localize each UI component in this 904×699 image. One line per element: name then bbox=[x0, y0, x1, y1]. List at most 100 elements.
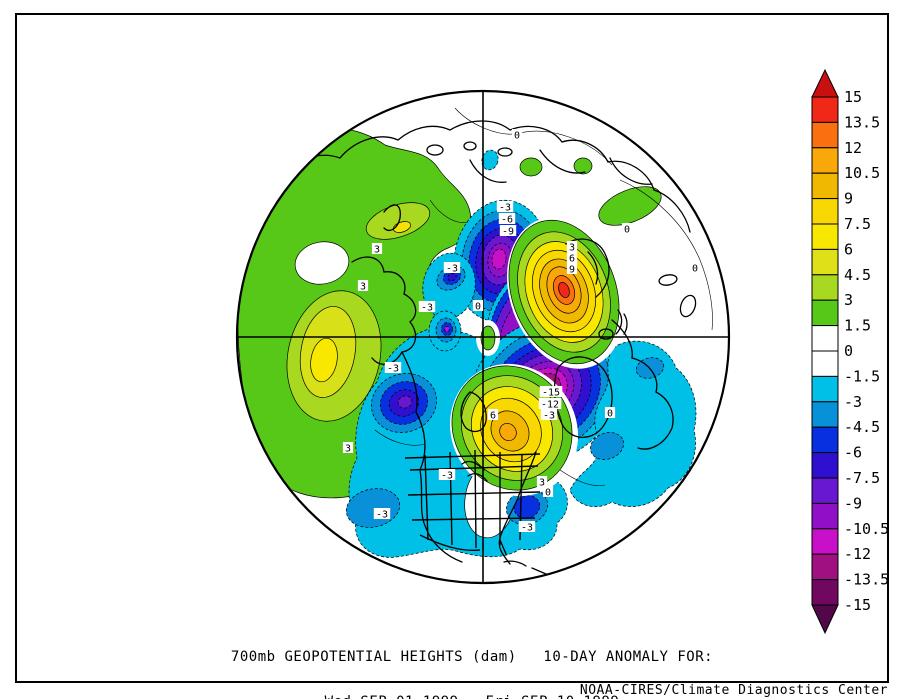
colorbar-segment bbox=[811, 375, 839, 403]
coastlines bbox=[267, 120, 697, 575]
contour-label-box bbox=[538, 398, 562, 409]
contour-label: -6 bbox=[501, 215, 513, 226]
figure-title: 700mb GEOPOTENTIAL HEIGHTS (dam) 10-DAY … bbox=[230, 649, 714, 665]
colorbar-tick-label: -4.5 bbox=[844, 418, 880, 436]
contour-label-box bbox=[539, 386, 563, 397]
contour-label: 3 bbox=[374, 245, 380, 256]
contour-label-box bbox=[371, 243, 383, 254]
colorbar-tick-label: -10.5 bbox=[844, 520, 889, 538]
contour-label-box bbox=[621, 223, 633, 234]
contour-label-box bbox=[566, 241, 578, 252]
contour-label-box bbox=[357, 280, 369, 291]
contour-label-box bbox=[604, 407, 616, 418]
contour-label: -3 bbox=[521, 523, 533, 534]
contour-label: 3 bbox=[360, 282, 366, 293]
contour-label-box bbox=[540, 409, 558, 420]
contour-label: -3 bbox=[376, 510, 388, 521]
colorbar-segment bbox=[811, 299, 839, 327]
contour-label: 3 bbox=[345, 444, 351, 455]
figure-caption: 700mb GEOPOTENTIAL HEIGHTS (dam) 10-DAY … bbox=[36, 620, 904, 699]
anomaly-fill-pole-sliver bbox=[476, 320, 500, 356]
contour-label: -9 bbox=[502, 227, 514, 238]
colorbar-tick-label: 10.5 bbox=[844, 164, 880, 182]
contour-label-box bbox=[542, 486, 554, 497]
colorbar-segment bbox=[811, 147, 839, 174]
colorbar-segment bbox=[811, 223, 839, 250]
anomaly-fill-pacific-positive bbox=[237, 127, 662, 499]
contour-label: 0 bbox=[475, 302, 481, 313]
credit-line: NOAA-CIRES/Climate Diagnostics Center bbox=[579, 683, 888, 698]
colorbar-tick-label: 0 bbox=[844, 342, 853, 360]
contour-label: -15 bbox=[542, 388, 560, 399]
contour-label: 0 bbox=[624, 225, 630, 236]
colorbar-segment bbox=[811, 579, 839, 606]
contour-label-box bbox=[487, 409, 499, 420]
colorbar-tick-label: -13.5 bbox=[844, 571, 889, 589]
contour-label-box bbox=[472, 300, 484, 311]
contour-label-box bbox=[438, 469, 456, 480]
colorbar-segment bbox=[811, 121, 839, 149]
contour-label: -3 bbox=[446, 264, 458, 275]
colorbar-segment bbox=[811, 325, 839, 352]
contour-label: 3 bbox=[539, 478, 545, 489]
colorbar-tick-label: 3 bbox=[844, 291, 853, 309]
map-area bbox=[237, 91, 729, 583]
colorbar-segment bbox=[811, 198, 839, 225]
contour-label: 3 bbox=[569, 243, 575, 254]
colorbar-tick-label: -3 bbox=[844, 393, 862, 411]
colorbar-tick-label: 12 bbox=[844, 139, 862, 157]
contour-label-box bbox=[342, 442, 354, 453]
contour-label-box bbox=[373, 508, 391, 519]
colorbar-tick-label: 1.5 bbox=[844, 317, 871, 335]
contour-label-box bbox=[498, 213, 516, 224]
colorbar-segment bbox=[811, 426, 839, 454]
colorbar-tick-label: 13.5 bbox=[844, 113, 880, 131]
contour-label: 0 bbox=[692, 264, 698, 275]
colorbar-segment bbox=[811, 401, 839, 428]
contour-label-box bbox=[689, 262, 701, 273]
contour-label-box bbox=[536, 476, 548, 487]
figure-date-range: Wed SEP 01 1999 - Fri SEP 10 1999 bbox=[36, 695, 904, 699]
colorbar-segment bbox=[811, 502, 839, 530]
colorbar-tick-label: 15 bbox=[844, 88, 862, 106]
colorbar-segment bbox=[811, 350, 839, 377]
contour-label-box bbox=[518, 521, 536, 532]
colorbar-tick-label: -6 bbox=[844, 444, 862, 462]
colorbar-tick-label: -12 bbox=[844, 545, 871, 563]
contour-label: 0 bbox=[514, 131, 520, 142]
colorbar-segment bbox=[811, 172, 839, 200]
contour-label-box bbox=[566, 252, 578, 263]
contour-label-box bbox=[499, 225, 517, 236]
colorbar-tick-label: 7.5 bbox=[844, 215, 871, 233]
colorbar-tick-label: -7.5 bbox=[844, 469, 880, 487]
colorbar-segment bbox=[811, 248, 839, 276]
graticule-crosshair bbox=[237, 91, 729, 583]
contour-label-box bbox=[496, 201, 514, 212]
contour-label: 0 bbox=[545, 488, 551, 499]
colorbar-tick-label: 4.5 bbox=[844, 266, 871, 284]
colorbar-tick-label: 6 bbox=[844, 240, 853, 258]
contour-label-box bbox=[511, 129, 523, 140]
contour-label: 9 bbox=[569, 265, 575, 276]
contour-label-box bbox=[418, 301, 436, 312]
contour-label-box bbox=[566, 263, 578, 274]
contour-label: -3 bbox=[387, 364, 399, 375]
contour-label: 6 bbox=[569, 254, 575, 265]
colorbar-tick-label: -1.5 bbox=[844, 367, 880, 385]
colorbar-segment bbox=[811, 274, 839, 301]
colorbar: 15 13.5 12 10.5 9 7.5 6 4.5 3 1.5 0 -1.5 -3 -4.5 -6 -7.… bbox=[811, 68, 889, 635]
contour-label: -3 bbox=[543, 411, 555, 422]
colorbar-tick-label: -9 bbox=[844, 494, 862, 512]
colorbar-segment bbox=[811, 96, 839, 123]
colorbar-segment bbox=[811, 553, 839, 581]
contour-label-box bbox=[384, 362, 402, 373]
contour-label: -3 bbox=[421, 303, 433, 314]
colorbar-tick-label: 9 bbox=[844, 190, 853, 208]
contour-label: -12 bbox=[541, 400, 559, 411]
contour-label: 0 bbox=[607, 409, 613, 420]
colorbar-tick-label: -15 bbox=[844, 596, 871, 614]
contour-label: -3 bbox=[499, 203, 511, 214]
colorbar-segment bbox=[811, 528, 839, 555]
